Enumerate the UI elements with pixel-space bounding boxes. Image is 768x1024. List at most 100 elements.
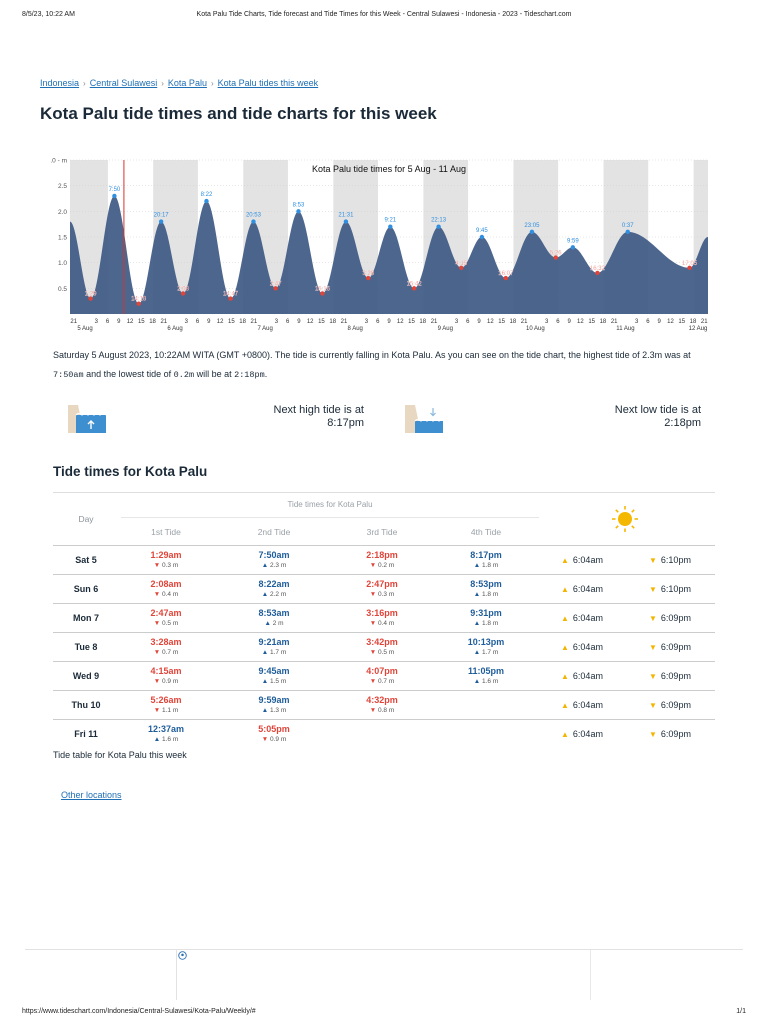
tide-cell: 1:29am ▼ 0.3 m bbox=[113, 549, 219, 570]
sunrise-time: 6:04am bbox=[572, 671, 603, 681]
x-tick-label: 12 bbox=[307, 319, 314, 325]
tide-up-arrow-icon: ▲ bbox=[261, 562, 270, 569]
y-tick-label: 0.5 bbox=[58, 286, 67, 293]
x-tick-label: 6 bbox=[106, 319, 110, 325]
x-tick-label: 3 bbox=[455, 319, 459, 325]
sunrise-arrow-icon: ▲ bbox=[561, 643, 569, 652]
breadcrumb-kota-palu[interactable]: Kota Palu bbox=[167, 78, 207, 88]
x-tick-label: 9 bbox=[567, 319, 571, 325]
tide-cell: 2:47am ▼ 0.5 m bbox=[113, 607, 219, 628]
x-tick-label: 3 bbox=[545, 319, 549, 325]
row-day: Wed 9 bbox=[72, 671, 100, 681]
tide-down-arrow-icon: ▼ bbox=[369, 678, 378, 685]
tide-cell: 9:31pm ▲ 1.8 m bbox=[433, 607, 539, 628]
sunrise-time: 6:04am bbox=[572, 700, 603, 710]
tide-height-value: 0.5 m bbox=[161, 620, 179, 627]
sunset-arrow-icon: ▼ bbox=[649, 672, 657, 681]
tide-height-value: 2.2 m bbox=[269, 591, 287, 598]
x-tick-label: 6 bbox=[556, 319, 560, 325]
high-tide-label: 9:45 bbox=[476, 228, 488, 234]
location-pin-icon[interactable] bbox=[178, 951, 187, 960]
table-row: Sat 5 1:29am ▼ 0.3 m 7:50am ▲ 2.3 m 2:18pm ▼ 0… bbox=[53, 545, 715, 574]
tide-height-value: 1.6 m bbox=[161, 736, 179, 743]
low-tide-label: 14:18 bbox=[131, 297, 147, 303]
tide-down-arrow-icon: ▼ bbox=[369, 620, 378, 627]
tide-time: 4:32pm bbox=[366, 695, 398, 705]
tide-cell: 5:05pm ▼ 0.9 m bbox=[221, 723, 327, 744]
breadcrumb-indonesia[interactable]: Indonesia bbox=[40, 78, 80, 88]
summary-low-time: 2:18pm bbox=[234, 370, 265, 380]
next-high-tide: Next high tide is at 8:17pm bbox=[68, 400, 368, 440]
tide-height-value: 0.4 m bbox=[377, 620, 395, 627]
tide-up-arrow-icon: ▲ bbox=[264, 620, 273, 627]
tide-height-value: 0.8 m bbox=[377, 707, 395, 714]
tide-height: ▼ 0.5 m bbox=[329, 648, 435, 657]
low-tide-point bbox=[136, 301, 141, 306]
x-tick-label: 6 bbox=[376, 319, 380, 325]
tide-height: ▼ 0.7 m bbox=[329, 677, 435, 686]
x-tick-label: 12 bbox=[397, 319, 404, 325]
low-tide-point bbox=[320, 291, 325, 296]
tide-height-value: 0.7 m bbox=[161, 649, 179, 656]
other-locations-link[interactable]: Other locations bbox=[61, 790, 122, 800]
sunrise-arrow-icon: ▲ bbox=[561, 585, 569, 594]
x-tick-label: 21 bbox=[701, 319, 708, 325]
table-row: Tue 8 3:28am ▼ 0.7 m 9:21am ▲ 1.7 m 3:42pm ▼ 0… bbox=[53, 632, 715, 661]
sunset-time: 6:09pm bbox=[660, 700, 691, 710]
x-tick-label: 3 bbox=[185, 319, 189, 325]
chevron-right-icon: › bbox=[210, 79, 214, 88]
tide-height-value: 2 m bbox=[272, 620, 284, 627]
tide-height-value: 0.5 m bbox=[377, 649, 395, 656]
sunset: ▼ 6:09pm bbox=[649, 613, 691, 623]
tide-time: 9:21am bbox=[258, 637, 290, 647]
tide-chart-svg: 0.5 1.0 1.5 2.0 2.5 3.0 - m 1:29 7:50 14:18 20:17… bbox=[47, 158, 708, 333]
tide-cell: 2:08am ▼ 0.4 m bbox=[113, 578, 219, 599]
y-tick-label: 2.5 bbox=[58, 183, 67, 190]
tide-time: 9:31pm bbox=[470, 608, 502, 618]
sunrise-arrow-icon: ▲ bbox=[561, 701, 569, 710]
sunrise-time: 6:04am bbox=[572, 729, 603, 739]
sunset-time: 6:09pm bbox=[660, 729, 691, 739]
next-low-label: Next low tide is at bbox=[614, 404, 701, 416]
sunrise: ▲ 6:04am bbox=[561, 642, 603, 652]
col-header-2: 2nd Tide bbox=[257, 527, 291, 537]
x-day-label: 7 Aug bbox=[257, 326, 272, 332]
summary-low-height: 0.2m bbox=[173, 370, 195, 380]
x-tick-label: 21 bbox=[611, 319, 618, 325]
tide-height-value: 0.3 m bbox=[377, 591, 395, 598]
sunrise: ▲ 6:04am bbox=[561, 555, 603, 565]
tide-down-arrow-icon: ▼ bbox=[153, 649, 162, 656]
sunset: ▼ 6:09pm bbox=[649, 729, 691, 739]
chevron-right-icon: › bbox=[161, 79, 164, 88]
x-tick-label: 6 bbox=[286, 319, 290, 325]
chevron-right-icon: › bbox=[83, 79, 86, 88]
sunrise: ▲ 6:04am bbox=[561, 700, 603, 710]
low-tide-label: 4:15 bbox=[455, 261, 467, 267]
high-tide-label: 9:21 bbox=[384, 218, 396, 224]
high-tide-label: 23:05 bbox=[524, 223, 540, 229]
tide-height: ▲ 1.8 m bbox=[433, 590, 539, 599]
breadcrumb-tides-this-week[interactable]: Kota Palu tides this week bbox=[217, 78, 319, 88]
tide-height-value: 1.3 m bbox=[269, 707, 287, 714]
summary-high-time: 7:50am bbox=[53, 370, 84, 380]
tide-height: ▲ 1.7 m bbox=[221, 648, 327, 657]
x-tick-label: 12 bbox=[127, 319, 134, 325]
low-tide-point bbox=[273, 286, 278, 291]
x-tick-label: 15 bbox=[408, 319, 415, 325]
sunrise-arrow-icon: ▲ bbox=[561, 614, 569, 623]
x-tick-label: 15 bbox=[498, 319, 505, 325]
table-row: Mon 7 2:47am ▼ 0.5 m 8:53am ▲ 2 m 3:16pm ▼ 0.4… bbox=[53, 603, 715, 632]
tide-cell: 8:22am ▲ 2.2 m bbox=[221, 578, 327, 599]
tide-time: 8:53pm bbox=[470, 579, 502, 589]
x-tick-label: 3 bbox=[95, 319, 99, 325]
tide-cell: 12:37am ▲ 1.6 m bbox=[113, 723, 219, 744]
tide-height-value: 0.4 m bbox=[161, 591, 179, 598]
low-tide-point bbox=[228, 296, 233, 301]
x-tick-label: 21 bbox=[431, 319, 438, 325]
breadcrumb-central-sulawesi[interactable]: Central Sulawesi bbox=[89, 78, 158, 88]
sunset-arrow-icon: ▼ bbox=[649, 730, 657, 739]
low-tide-point bbox=[553, 255, 558, 260]
high-tide-point bbox=[529, 229, 535, 235]
print-title: Kota Palu Tide Charts, Tide forecast and… bbox=[196, 11, 572, 18]
tide-down-arrow-icon: ▼ bbox=[369, 562, 378, 569]
